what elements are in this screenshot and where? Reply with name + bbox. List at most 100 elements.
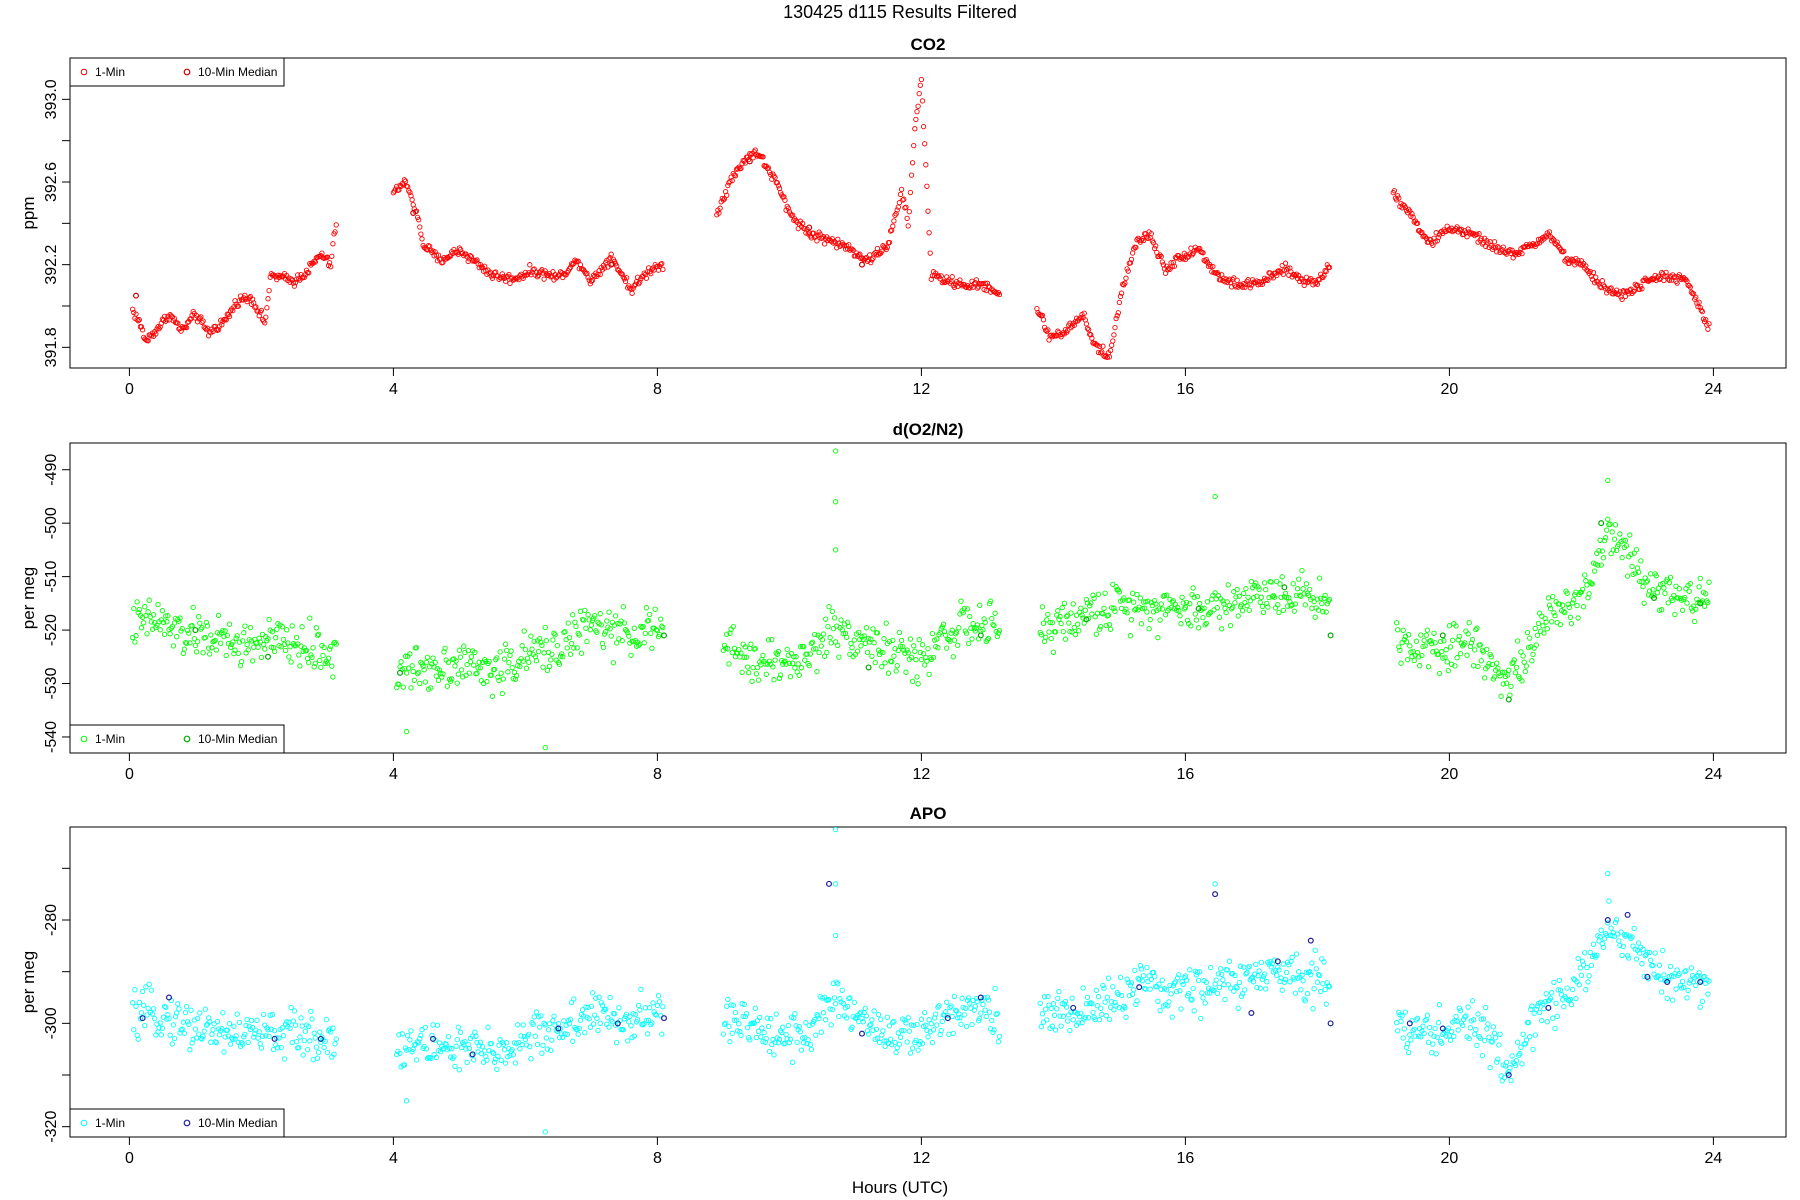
one-min-point (522, 646, 529, 653)
one-min-point (946, 1031, 952, 1037)
one-min-point (827, 634, 833, 641)
one-min-point (462, 1038, 468, 1045)
one-min-point (1525, 644, 1532, 651)
one-min-point (984, 280, 991, 286)
one-min-point (1421, 1030, 1427, 1036)
one-min-point (1408, 1037, 1414, 1043)
one-min-point (1653, 573, 1659, 579)
one-min-point (1547, 995, 1554, 1001)
one-min-point (898, 637, 905, 644)
one-min-point (482, 1048, 488, 1054)
one-min-point (1248, 578, 1255, 585)
one-min-point (1678, 985, 1685, 991)
one-min-point (1429, 1050, 1435, 1056)
one-min-point (208, 632, 214, 638)
one-min-point (1194, 969, 1201, 975)
one-min-point (413, 1057, 420, 1063)
one-min-point (1166, 999, 1172, 1005)
median-point (614, 1020, 621, 1027)
one-min-point (637, 1007, 643, 1013)
one-min-point (790, 660, 796, 666)
one-min-point (1469, 998, 1476, 1004)
one-min-point (1055, 608, 1061, 614)
one-min-point (1619, 554, 1625, 561)
one-min-point (1183, 599, 1190, 606)
one-min-point (1050, 332, 1057, 338)
one-min-point (1696, 970, 1702, 976)
one-min-point (1659, 989, 1665, 995)
one-min-point (924, 183, 930, 189)
plot-frame (69, 442, 1787, 754)
one-min-point (1159, 259, 1165, 265)
one-min-point (1258, 959, 1264, 966)
one-min-point (627, 285, 633, 291)
one-min-point (1203, 257, 1209, 263)
one-min-point (1151, 245, 1158, 252)
one-min-point (1414, 1015, 1421, 1021)
one-min-point (1090, 592, 1096, 598)
one-min-point (1296, 969, 1302, 975)
one-min-point (716, 210, 722, 216)
one-min-point (1289, 954, 1295, 961)
one-min-point (917, 649, 923, 656)
one-min-point (1598, 562, 1604, 568)
one-min-point (207, 1019, 213, 1025)
one-min-point (1200, 995, 1206, 1001)
one-min-point (1612, 919, 1619, 926)
one-min-point (1695, 973, 1701, 979)
one-min-point (801, 1040, 807, 1046)
one-min-point (1435, 651, 1442, 658)
one-min-point (879, 664, 885, 670)
one-min-point (1664, 273, 1670, 279)
one-min-point (1094, 610, 1101, 616)
one-min-point (531, 1014, 537, 1020)
one-min-point (244, 298, 250, 305)
one-min-point (1475, 663, 1481, 670)
one-min-point (1395, 627, 1401, 633)
one-min-point (1147, 986, 1153, 992)
one-min-point (255, 1035, 261, 1041)
one-min-point (209, 1031, 215, 1037)
one-min-point (403, 670, 410, 676)
one-min-point (801, 644, 807, 650)
one-min-point (1448, 1028, 1455, 1035)
one-min-point (560, 654, 566, 660)
one-min-point (411, 677, 417, 683)
one-min-point (333, 641, 339, 647)
one-min-point (1573, 995, 1579, 1002)
one-min-point (1118, 992, 1125, 999)
one-min-point (236, 1019, 243, 1026)
one-min-point (1110, 984, 1116, 990)
one-min-point (1434, 238, 1440, 244)
one-min-point (513, 673, 520, 679)
one-min-point (1524, 629, 1531, 636)
one-min-point (607, 994, 613, 1001)
one-min-point (136, 317, 142, 323)
one-min-point (1221, 982, 1227, 988)
one-min-point (315, 631, 322, 637)
one-min-point (326, 1026, 333, 1032)
one-min-point (739, 1001, 745, 1007)
one-min-point (209, 645, 215, 651)
one-min-point (883, 620, 889, 626)
one-min-point (144, 631, 150, 637)
one-min-point (1568, 620, 1575, 627)
one-min-point (284, 1019, 290, 1025)
one-min-point (1498, 693, 1504, 699)
one-min-point (266, 287, 272, 294)
one-min-point (864, 258, 871, 264)
one-min-point (926, 1017, 932, 1023)
median-point (1505, 1071, 1512, 1078)
one-min-point (1183, 977, 1190, 983)
one-min-point (1428, 638, 1434, 644)
one-min-point (293, 1039, 300, 1045)
one-min-point (475, 665, 481, 671)
one-min-point (1321, 595, 1327, 602)
one-min-point (1401, 1026, 1407, 1032)
one-min-point (1266, 594, 1272, 601)
one-min-point (1109, 605, 1115, 611)
one-min-point (1129, 590, 1136, 596)
one-min-point (152, 1015, 158, 1022)
one-min-point (1456, 1005, 1462, 1011)
one-min-point (942, 1009, 949, 1015)
